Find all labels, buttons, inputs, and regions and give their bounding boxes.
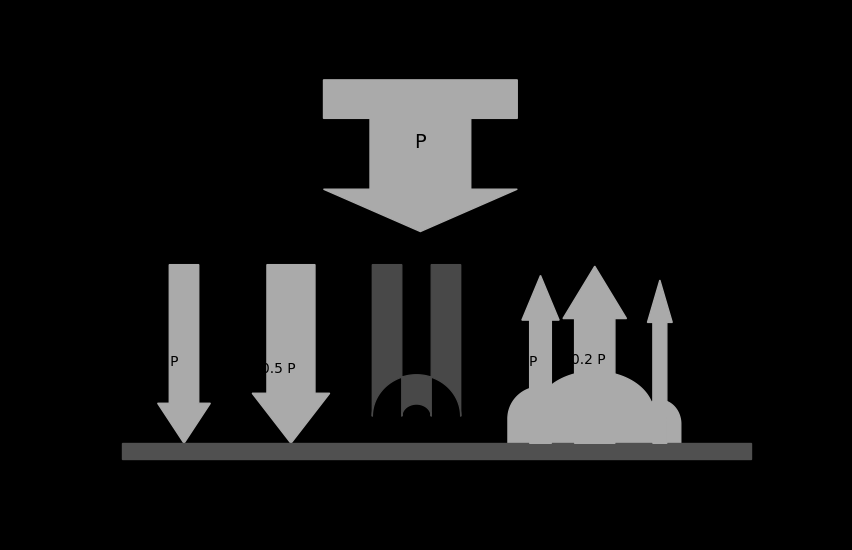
Text: P: P (415, 134, 426, 152)
Polygon shape (639, 400, 681, 443)
Text: 0.21 P: 0.21 P (135, 355, 179, 370)
Text: P: P (528, 355, 537, 370)
Polygon shape (324, 80, 517, 232)
Polygon shape (563, 266, 626, 443)
Polygon shape (158, 265, 210, 443)
Bar (122, 443, 751, 459)
Polygon shape (522, 276, 559, 443)
Polygon shape (536, 371, 653, 443)
Polygon shape (372, 265, 461, 416)
Text: 0.5 P: 0.5 P (262, 361, 296, 376)
Text: 0.2 P: 0.2 P (571, 353, 606, 367)
Polygon shape (252, 265, 330, 443)
Polygon shape (508, 387, 573, 443)
Polygon shape (648, 280, 672, 443)
